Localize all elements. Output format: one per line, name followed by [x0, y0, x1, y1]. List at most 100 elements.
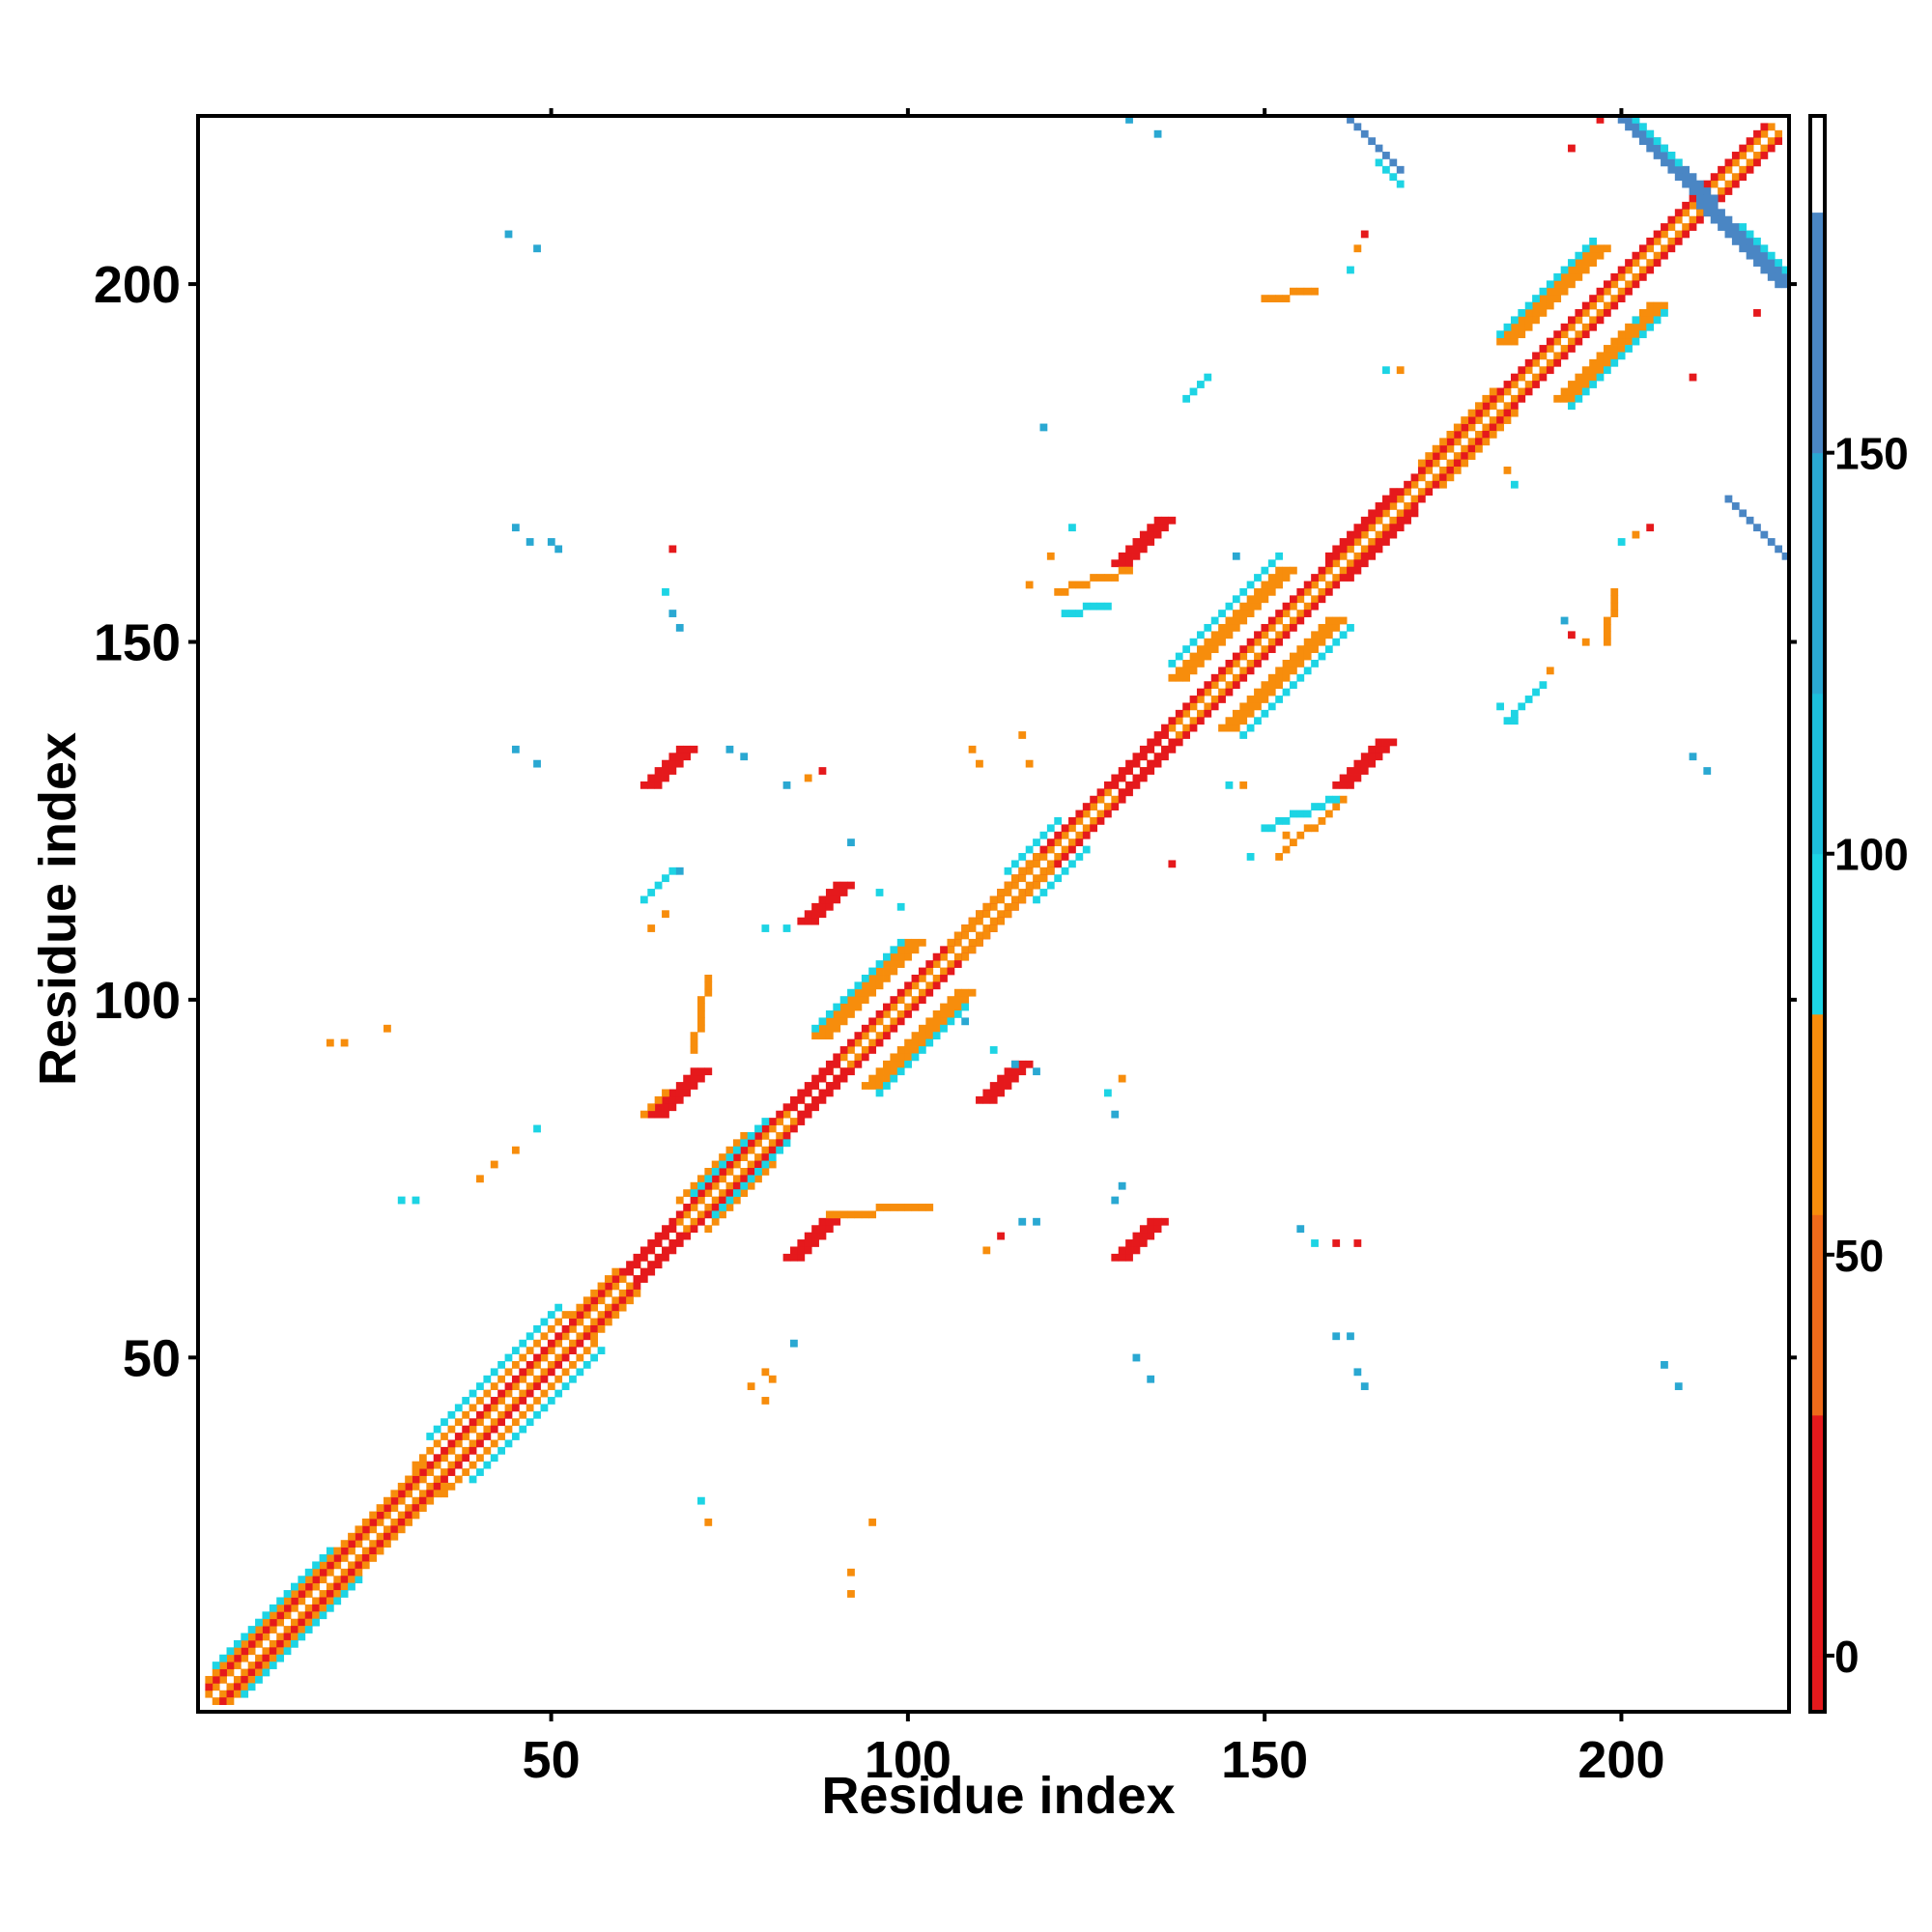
heatmap-cell: [1524, 301, 1533, 310]
heatmap-cell: [1775, 123, 1783, 131]
heatmap-cell: [476, 1454, 484, 1463]
heatmap-cell: [1767, 123, 1776, 131]
heatmap-cell: [1353, 538, 1362, 546]
heatmap-cell: [968, 938, 977, 947]
heatmap-cell: [319, 1611, 327, 1620]
heatmap-cell: [262, 1647, 270, 1656]
heatmap-cell: [219, 1662, 227, 1669]
heatmap-cell: [1503, 330, 1512, 339]
heatmap-cell: [1453, 438, 1462, 446]
heatmap-cell: [1546, 358, 1554, 367]
heatmap-cell: [1461, 459, 1469, 468]
heatmap-cell: [526, 1404, 534, 1412]
heatmap-cell: [690, 1225, 698, 1234]
heatmap-point: [782, 924, 791, 932]
heatmap-cell: [1532, 316, 1540, 325]
heatmap-cell: [719, 1210, 726, 1219]
heatmap-cell: [1311, 645, 1319, 654]
heatmap-cell: [811, 1103, 819, 1112]
heatmap-cell: [1225, 660, 1234, 668]
heatmap-cell: [1046, 824, 1055, 833]
heatmap-cell: [1068, 845, 1076, 854]
heatmap-point: [1617, 538, 1626, 546]
heatmap-cell: [241, 1683, 249, 1691]
heatmap-cell: [1275, 295, 1284, 303]
heatmap-cell: [433, 1475, 441, 1484]
heatmap-cell: [1689, 223, 1697, 231]
heatmap-cell: [1225, 623, 1234, 632]
heatmap-cell: [932, 967, 941, 976]
heatmap-cell: [925, 974, 934, 982]
heatmap-cell: [1404, 488, 1411, 497]
heatmap-cell: [825, 889, 834, 896]
heatmap-cell: [462, 1410, 470, 1419]
heatmap-cell: [704, 1196, 713, 1205]
heatmap-cell: [355, 1561, 363, 1570]
heatmap-cell: [1303, 610, 1312, 617]
heatmap-cell: [918, 967, 926, 976]
heatmap-cell: [1324, 559, 1333, 568]
heatmap-cell: [711, 1217, 720, 1226]
heatmap-cell: [833, 1003, 841, 1011]
heatmap-cell: [647, 1253, 656, 1262]
heatmap-cell: [1161, 753, 1169, 761]
heatmap-point: [1025, 581, 1034, 589]
heatmap-cell: [790, 1103, 798, 1112]
heatmap-cell: [1575, 330, 1583, 339]
heatmap-point: [1568, 144, 1576, 153]
heatmap-cell: [319, 1561, 327, 1570]
heatmap-cell: [1196, 702, 1205, 711]
heatmap-cell: [1324, 566, 1333, 575]
heatmap-cell: [1453, 452, 1462, 460]
heatmap-cell: [1290, 681, 1297, 690]
heatmap-cell: [597, 1311, 606, 1319]
heatmap-cell: [1439, 452, 1447, 460]
heatmap-cell: [412, 1461, 420, 1469]
heatmap-cell: [1182, 645, 1191, 654]
heatmap-cell: [904, 996, 912, 1004]
heatmap-cell: [989, 1095, 998, 1104]
heatmap-cell: [312, 1611, 320, 1620]
heatmap-cell: [968, 931, 977, 940]
heatmap-cell: [1467, 416, 1476, 424]
heatmap-cell: [818, 1095, 827, 1104]
heatmap-cell: [1589, 259, 1597, 267]
heatmap-cell: [1575, 266, 1583, 274]
heatmap-cell: [811, 910, 819, 919]
heatmap-cell: [1446, 430, 1455, 439]
heatmap-cell: [384, 1511, 391, 1520]
heatmap-cell: [839, 889, 848, 896]
heatmap-point: [1232, 552, 1240, 560]
heatmap-cell: [212, 1683, 220, 1691]
heatmap-cell: [1303, 587, 1312, 596]
heatmap-cell: [690, 1189, 698, 1198]
heatmap-cell: [590, 1324, 598, 1333]
heatmap-point: [761, 1397, 770, 1405]
heatmap-cell: [1147, 753, 1155, 761]
heatmap-cell: [426, 1433, 435, 1440]
heatmap-cell: [1033, 867, 1040, 875]
heatmap-point: [1353, 1239, 1362, 1247]
heatmap-cell: [1210, 631, 1219, 639]
heatmap-cell: [1746, 237, 1754, 245]
heatmap-cell: [1204, 688, 1212, 696]
heatmap-cell: [904, 946, 912, 954]
heatmap-cell: [533, 1410, 541, 1419]
heatmap-cell: [291, 1590, 298, 1598]
heatmap-cell: [312, 1576, 320, 1584]
heatmap-point: [668, 610, 677, 617]
heatmap-cell: [833, 1074, 841, 1083]
heatmap-cell: [597, 1324, 606, 1333]
heatmap-cell: [947, 1003, 955, 1011]
heatmap-cell: [255, 1626, 263, 1634]
heatmap-cell: [1632, 280, 1640, 289]
heatmap-cell: [818, 902, 827, 911]
heatmap-cell: [397, 1511, 406, 1520]
heatmap-cell: [1261, 681, 1269, 690]
heatmap-cell: [1632, 323, 1640, 331]
heatmap-cell: [519, 1368, 527, 1377]
heatmap-cell: [1239, 602, 1248, 611]
heatmap-cell: [319, 1597, 327, 1605]
heatmap-cell: [384, 1540, 391, 1548]
heatmap-cell: [219, 1697, 227, 1705]
